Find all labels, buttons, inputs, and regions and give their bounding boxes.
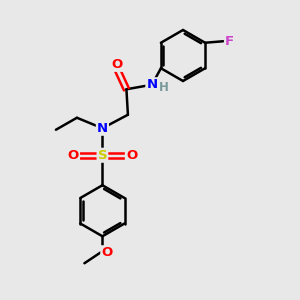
- Text: O: O: [126, 149, 137, 162]
- Text: F: F: [225, 35, 234, 48]
- Text: H: H: [158, 81, 168, 94]
- Text: O: O: [68, 149, 79, 162]
- Text: O: O: [101, 246, 112, 259]
- Text: N: N: [146, 78, 158, 91]
- Text: N: N: [97, 122, 108, 135]
- Text: S: S: [98, 149, 107, 162]
- Text: O: O: [112, 58, 123, 71]
